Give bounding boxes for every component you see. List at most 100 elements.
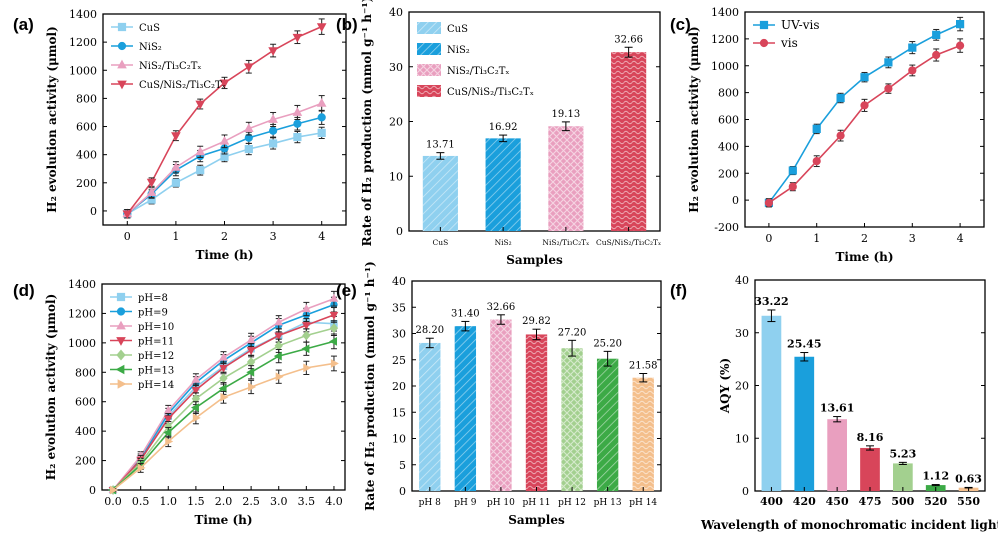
y-tick-label: 10 [389, 170, 403, 183]
y-axis-title: H₂ evolution activity (μmol) [45, 26, 59, 212]
y-tick-label: 1200 [711, 33, 739, 46]
legend-marker [759, 20, 769, 30]
chart-panel-a: (a) 0 200 400 600 800 1000 1200 1400 0 1 2 3 4 Time (h… [13, 8, 347, 262]
data-point [836, 93, 845, 103]
y-tick-label: 10 [735, 432, 749, 445]
data-point [165, 437, 174, 446]
x-axis-title: Wavelength of monochromatic incident lig… [700, 518, 998, 532]
data-point [884, 84, 893, 93]
data-point [274, 340, 283, 351]
y-tick-label: 800 [75, 366, 96, 379]
legend-item: CuS [111, 22, 160, 34]
data-point [329, 311, 339, 320]
y-tick-label: 1400 [69, 8, 97, 21]
data-point [956, 19, 965, 29]
y-tick-label: 1400 [711, 6, 739, 19]
legend-marker [116, 320, 126, 330]
x-tick-label: 400 [760, 495, 783, 508]
legend-item: pH=13 [110, 364, 174, 377]
data-point [302, 330, 311, 341]
data-point [146, 178, 157, 188]
series-line [126, 25, 323, 215]
x-tick-label: pH 12 [558, 498, 586, 508]
x-tick-label: NiS₂ [495, 238, 512, 247]
x-tick-label: 2 [221, 230, 228, 243]
data-point [243, 63, 254, 73]
y-tick-label: 0 [396, 225, 403, 238]
legend-item: NiS₂ [417, 43, 470, 56]
data-point [956, 41, 965, 50]
legend-label: CuS [447, 24, 468, 35]
x-tick-label: 0 [124, 230, 131, 243]
legend-label: UV-vis [781, 18, 820, 32]
data-point [292, 107, 303, 116]
legend-item: CuS [417, 22, 468, 35]
data-label: 13.71 [426, 140, 455, 151]
data-label: 5.23 [889, 447, 916, 460]
legend-swatch-hatch [417, 22, 441, 34]
legend-item: pH=9 [110, 307, 168, 319]
bar-hatch [596, 358, 619, 491]
x-axis-title: Time (h) [835, 250, 893, 264]
y-tick-label: 30 [392, 328, 406, 341]
legend-item: pH=10 [110, 320, 174, 333]
data-point [329, 323, 339, 334]
x-tick-label: 3 [270, 230, 277, 243]
x-tick-label: 0.5 [132, 495, 150, 508]
legend-marker [117, 59, 127, 69]
data-point [192, 413, 201, 423]
data-point [301, 344, 310, 354]
chart-panel-e: (e) 0 5 10 15 20 25 30 35 40 28.20 pH 8 31.40 pH 9 32.… [336, 261, 662, 527]
y-tick-label: 400 [76, 149, 97, 162]
data-point [218, 384, 227, 393]
legend-label: NiS₂/Ti₃C₂Tₓ [139, 61, 202, 72]
data-point [316, 23, 327, 33]
x-tick-label: 4 [957, 232, 964, 245]
data-point [246, 347, 256, 356]
y-axis-title: Rate of H₂ production (mmol g⁻¹ h⁻¹) [360, 0, 374, 246]
data-point [317, 128, 326, 137]
legend-label: pH=11 [138, 337, 174, 348]
data-point [171, 161, 181, 171]
data-label: 27.20 [558, 327, 587, 338]
data-point [220, 152, 229, 161]
data-point [268, 47, 278, 56]
y-tick-label: 0 [732, 194, 739, 207]
data-point [860, 101, 869, 110]
x-axis-title: Samples [508, 513, 565, 527]
x-tick-label: 420 [793, 495, 816, 508]
series-0 [764, 16, 965, 208]
data-point [122, 210, 133, 220]
bar-hatch [632, 377, 654, 491]
legend-label: pH=9 [138, 308, 168, 319]
series-6 [109, 355, 339, 495]
legend-marker [117, 80, 127, 90]
legend-label: pH=12 [138, 351, 174, 362]
data-label: 25.20 [593, 338, 622, 349]
legend-marker [115, 364, 125, 375]
data-point [268, 114, 278, 123]
x-tick-label: NiS₂/Ti₃C₂Tₓ [542, 238, 589, 247]
x-tick-label: pH 13 [594, 498, 622, 508]
legend-swatch-hatch [417, 43, 441, 55]
data-point [329, 293, 339, 302]
data-point [329, 337, 338, 346]
data-point [908, 66, 917, 75]
y-tick-label: 5 [399, 459, 406, 472]
data-point [195, 100, 206, 110]
y-tick-label: 1000 [68, 337, 96, 350]
legend-swatch-hatch [417, 64, 441, 76]
data-label: 32.66 [487, 302, 516, 313]
y-tick-label: 40 [735, 274, 749, 287]
y-tick-label: 200 [75, 455, 96, 468]
panel-label: (d) [13, 281, 35, 300]
data-label: 25.45 [787, 338, 821, 351]
bar [827, 419, 847, 491]
x-tick-label: pH 9 [454, 498, 476, 508]
data-point [301, 322, 311, 331]
x-tick-label: 2.0 [215, 495, 233, 508]
y-tick-label: 30 [735, 327, 749, 340]
data-label: 32.66 [614, 34, 643, 45]
y-tick-label: 400 [75, 425, 96, 438]
bar-hatch [611, 52, 647, 232]
